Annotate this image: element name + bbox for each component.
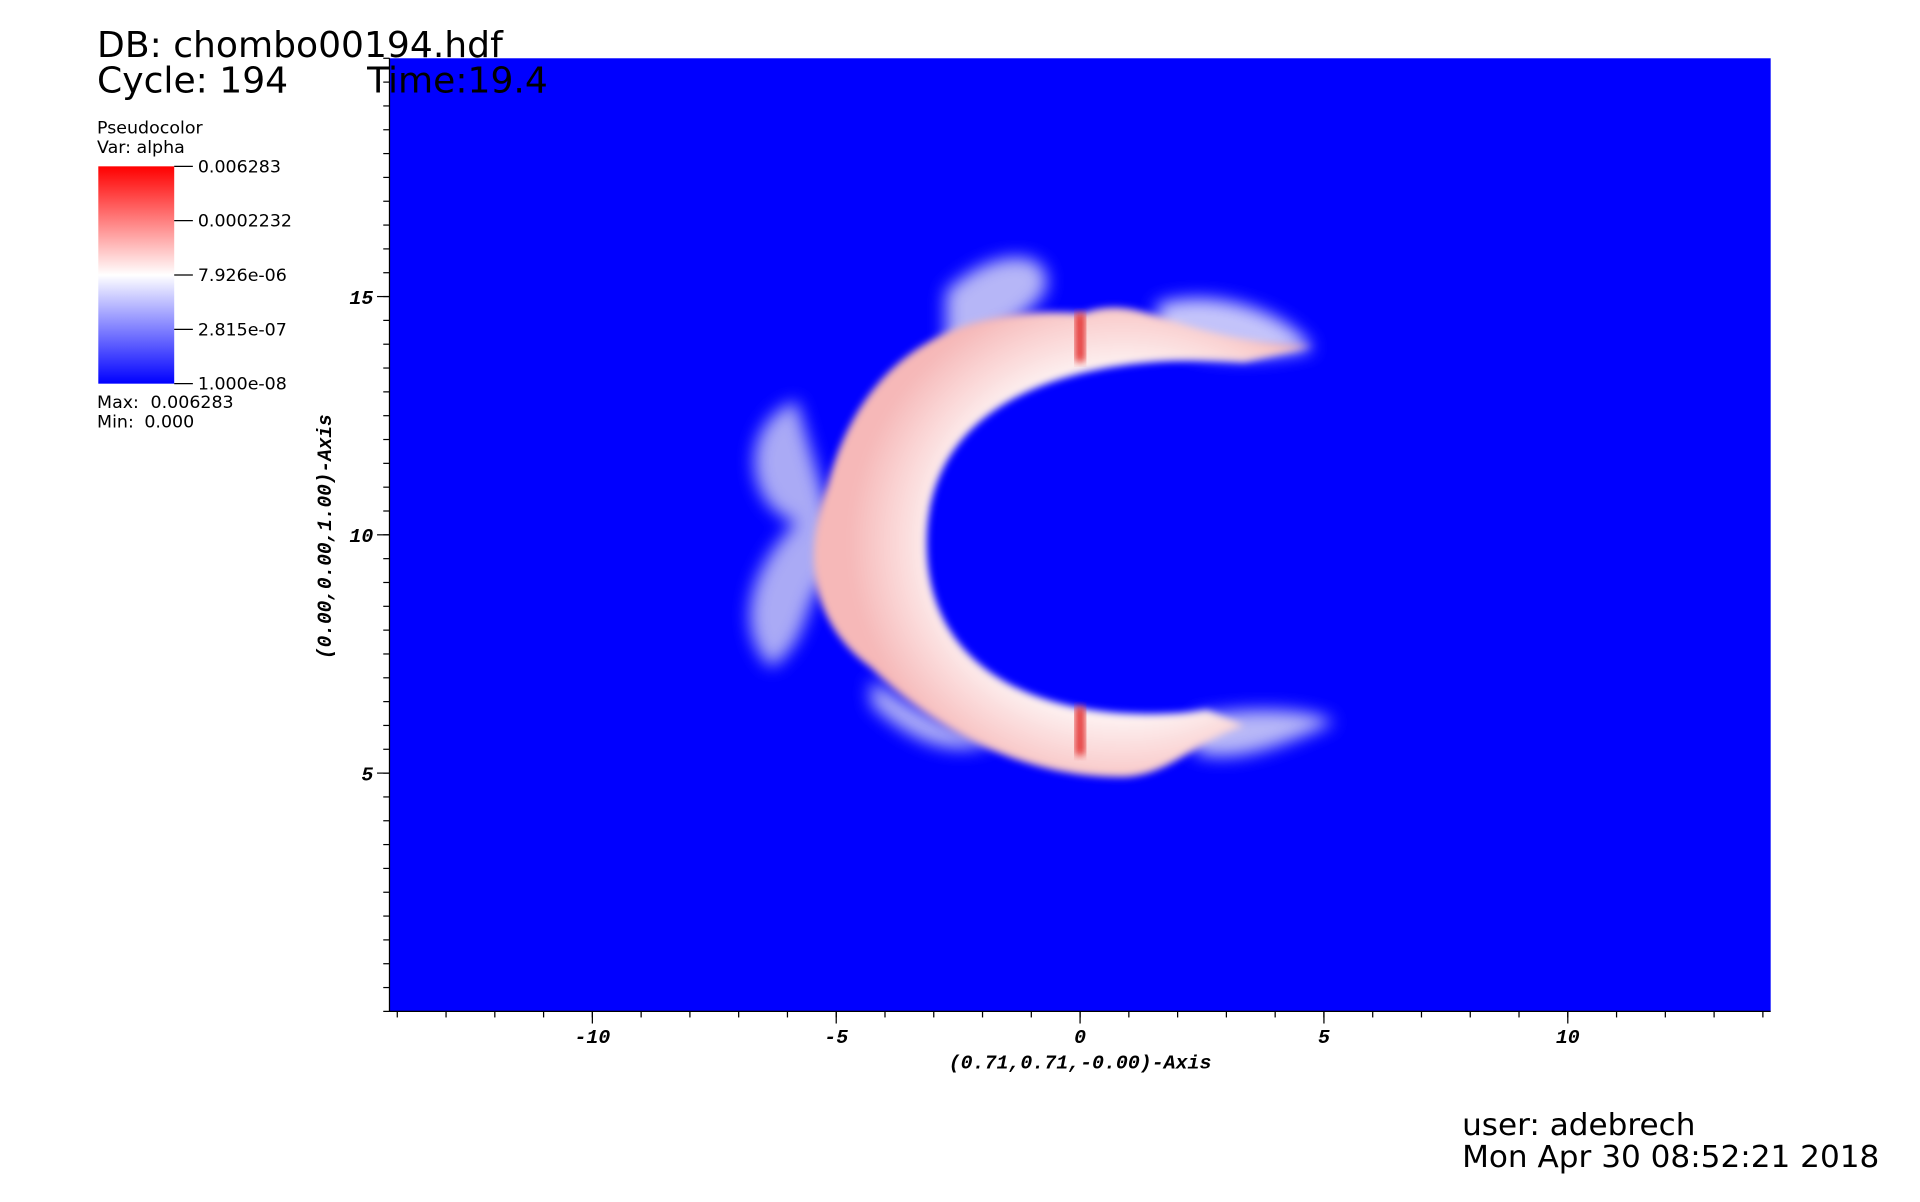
legend-min: 0.000 bbox=[144, 413, 194, 433]
legend-max: 0.006283 bbox=[151, 393, 234, 413]
colorbar-tick-label: 7.926e-06 bbox=[198, 266, 287, 286]
time: Time:19.4 bbox=[366, 61, 548, 101]
db-name: DB: chombo00194.hdf bbox=[97, 25, 504, 65]
colorbar-tick-label: 2.815e-07 bbox=[198, 321, 287, 341]
colorbar bbox=[98, 166, 175, 384]
x-axis-label: (0.71,0.71,-0.00)-Axis bbox=[949, 1053, 1212, 1075]
hotspot bbox=[1075, 706, 1086, 756]
colorbar-tick-label: 0.0002232 bbox=[198, 212, 292, 232]
x-tick-label: -5 bbox=[824, 1027, 848, 1049]
colorbar-tick-label: 0.006283 bbox=[198, 158, 281, 178]
legend-max-label: Max: bbox=[97, 393, 139, 413]
legend-var: Var: alpha bbox=[97, 138, 185, 158]
colorbar-tick-label: 1.000e-08 bbox=[198, 375, 287, 395]
x-tick-label: 5 bbox=[1318, 1027, 1330, 1049]
x-tick-label: 10 bbox=[1556, 1027, 1580, 1049]
legend-plot: Pseudocolor bbox=[97, 119, 204, 139]
y-tick-label: 10 bbox=[349, 526, 373, 548]
user: user: adebrech bbox=[1462, 1108, 1695, 1144]
crescent bbox=[813, 307, 1313, 778]
x-tick-label: -10 bbox=[574, 1027, 610, 1049]
date: Mon Apr 30 08:52:21 2018 bbox=[1462, 1139, 1879, 1175]
plot-area bbox=[389, 58, 1771, 1012]
x-tick-label: 0 bbox=[1074, 1027, 1086, 1049]
cycle: Cycle: 194 bbox=[97, 61, 288, 101]
field bbox=[749, 257, 1334, 778]
y-tick-label: 15 bbox=[349, 288, 373, 310]
legend-min-label: Min: bbox=[97, 413, 134, 433]
y-axis-label: (0.00,0.00,1.00)-Axis bbox=[315, 414, 337, 659]
y-tick-label: 5 bbox=[361, 765, 373, 787]
hotspot bbox=[1075, 313, 1086, 362]
